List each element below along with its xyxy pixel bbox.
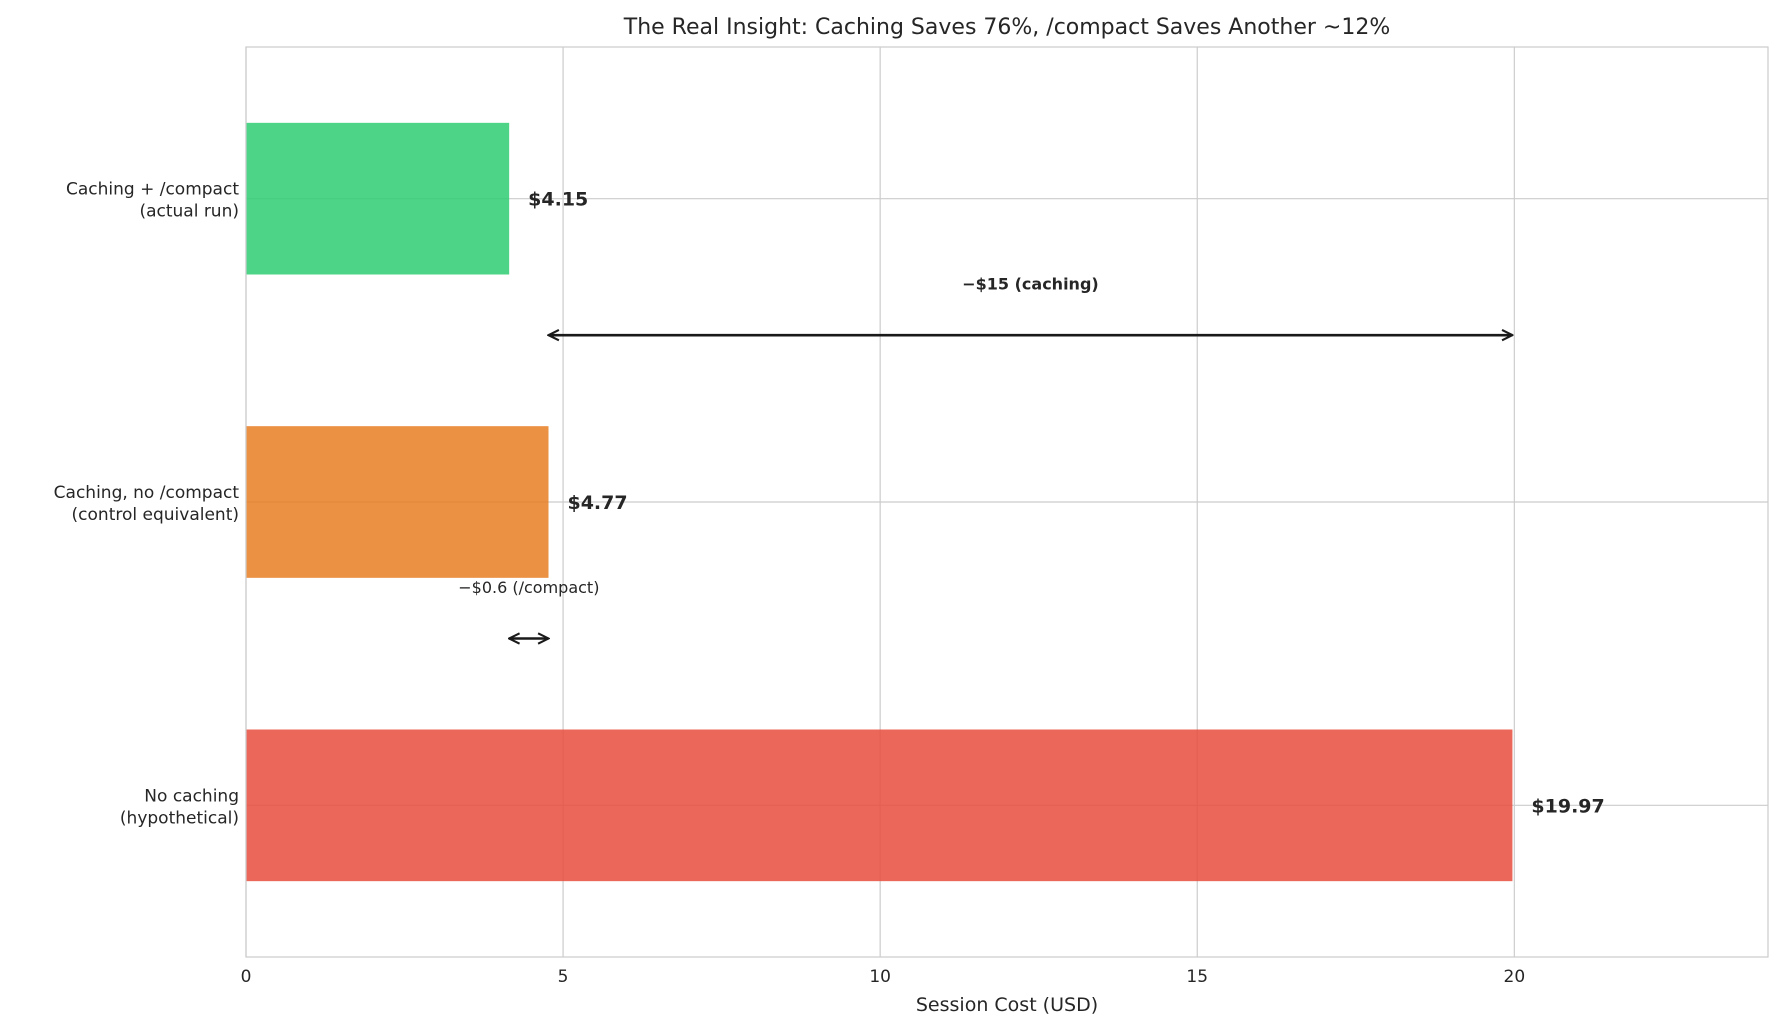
category-label-line: No caching bbox=[144, 786, 239, 806]
bars bbox=[246, 122, 1513, 882]
annotation-label: −$0.6 (/compact) bbox=[458, 578, 599, 597]
value-label: $19.97 bbox=[1531, 795, 1604, 817]
x-tick-label: 15 bbox=[1186, 967, 1208, 987]
plot-frame bbox=[245, 46, 1769, 958]
bar bbox=[246, 729, 1513, 882]
x-tick-label: 0 bbox=[241, 967, 252, 987]
category-label-line: (hypothetical) bbox=[120, 808, 239, 828]
category-label-line: Caching, no /compact bbox=[54, 483, 240, 503]
category-label: No caching (hypothetical) bbox=[120, 786, 239, 828]
annotations: −$15 (caching) −$0.6 (/compact) bbox=[458, 275, 1512, 639]
bar bbox=[246, 122, 510, 275]
category-label-line: (actual run) bbox=[139, 202, 239, 222]
category-label: Caching + /compact (actual run) bbox=[66, 180, 239, 222]
x-tick-label: 20 bbox=[1504, 967, 1526, 987]
bar bbox=[246, 426, 549, 578]
x-tick-label: 5 bbox=[558, 967, 569, 987]
value-label: $4.77 bbox=[567, 492, 627, 514]
annotation-label: −$15 (caching) bbox=[962, 275, 1098, 294]
x-tick-label: 10 bbox=[869, 967, 891, 987]
x-axis-label: Session Cost (USD) bbox=[916, 994, 1098, 1016]
value-label: $4.15 bbox=[528, 189, 588, 211]
category-label: Caching, no /compact (control equivalent) bbox=[54, 483, 240, 525]
category-label-line: Caching + /compact bbox=[66, 180, 239, 200]
category-label-line: (control equivalent) bbox=[72, 505, 239, 525]
value-labels: $19.97 $4.77 $4.15 bbox=[528, 189, 1605, 818]
x-axis-ticks: 0 5 10 15 20 bbox=[241, 967, 1526, 987]
y-axis-category-labels: No caching (hypothetical) Caching, no /com… bbox=[54, 180, 240, 829]
chart-title: The Real Insight: Caching Saves 76%, /co… bbox=[623, 15, 1390, 40]
